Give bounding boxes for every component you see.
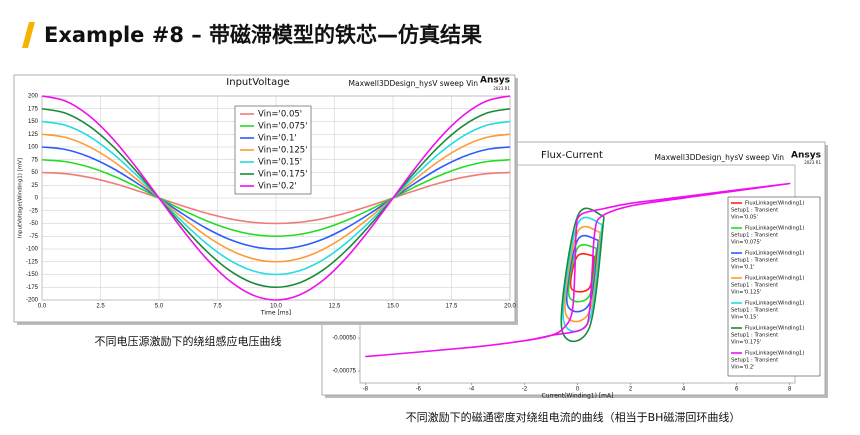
x-tick-label: 2 (629, 387, 633, 393)
legend-label: Vin='0.075' (258, 122, 308, 132)
legend-label: Vin='0.2' (258, 182, 297, 192)
y-tick-label: 75 (31, 157, 38, 163)
y-tick-label: 150 (28, 119, 39, 125)
brand: Ansys (791, 151, 821, 161)
legend-header: Setup1 : Transient (731, 358, 778, 364)
slide-title: Example #8 – 带磁滞模型的铁芯—仿真结果 (44, 23, 482, 47)
legend-header: Setup1 : Transient (731, 283, 778, 289)
data-line (41, 158, 511, 238)
y-tick-label: -200 (26, 298, 39, 304)
data-line (41, 133, 511, 263)
x-tick-label: 5.0 (155, 304, 164, 310)
chart-subtitle: Maxwell3DDesign_hysV sweep Vin (349, 79, 479, 88)
data-line (564, 225, 602, 323)
data-line (41, 107, 511, 289)
x-tick-label: 12.5 (329, 304, 341, 310)
y-tick-label: -75 (29, 234, 38, 240)
x-tick-label: 10.0 (270, 304, 282, 310)
chart-subtitle: Maxwell3DDesign_hysV sweep Vin (655, 153, 785, 162)
legend-label: Vin='0.125' (258, 146, 308, 156)
x-tick-label: 4 (682, 387, 686, 393)
legend-label: Vin='0.15' (731, 315, 758, 321)
flux-current-chart: Flux-Current Maxwell3DDesign_hysV sweep V… (321, 141, 828, 400)
y-tick-label: 50 (31, 170, 38, 176)
legend-header: Setup1 : Transient (731, 233, 778, 239)
data-line (365, 182, 791, 358)
legend-header: FluxLinkage(Winding1) (745, 351, 804, 357)
y-tick-label: -50 (29, 221, 38, 227)
y-tick-label: -125 (26, 259, 39, 265)
x-tick-label: 6 (735, 387, 739, 393)
legend-label: Vin='0.175' (258, 170, 308, 180)
brand: Ansys (480, 76, 510, 86)
chart-title: Flux-Current (541, 150, 603, 161)
title-accent (22, 22, 35, 48)
y-tick-label: -0.00050 (332, 336, 356, 342)
x-tick-label: -6 (416, 387, 422, 393)
data-line (566, 234, 600, 313)
data-line (567, 243, 598, 303)
legend-header: FluxLinkage(Winding1) (745, 251, 804, 257)
y-tick-label: -25 (29, 208, 38, 214)
legend-label: Vin='0.05' (258, 110, 302, 120)
x-axis-label: Current(Winding1) [mA] (542, 393, 614, 400)
legend-header: FluxLinkage(Winding1) (745, 326, 804, 332)
legend-label: Vin='0.125' (731, 290, 761, 296)
legend-box (727, 196, 821, 377)
data-line (560, 207, 605, 343)
x-axis-label: Time [ms] (260, 310, 291, 317)
y-tick-label: -175 (26, 285, 39, 291)
data-line (562, 216, 603, 333)
legend-label: Vin='0.05' (731, 215, 758, 221)
x-tick-label: 7.5 (213, 304, 222, 310)
x-tick-label: 0 (576, 387, 580, 393)
data-line (41, 120, 511, 276)
legend-header: Setup1 : Transient (731, 308, 778, 314)
x-tick-label: -2 (522, 387, 528, 393)
y-tick-label: 25 (31, 183, 38, 189)
input-voltage-chart: InputVoltage Maxwell3DDesign_hysV sweep V… (13, 74, 518, 325)
legend-label: Vin='0.175' (731, 340, 761, 346)
version: 2023 R1 (804, 160, 821, 165)
x-tick-label: 17.5 (446, 304, 458, 310)
chart-title: InputVoltage (226, 77, 289, 88)
y-axis-label: InputVoltage(Winding1) [mV] (18, 158, 24, 238)
x-tick-label: -8 (363, 387, 369, 393)
legend-header: Setup1 : Transient (731, 258, 778, 264)
version: 2023 R1 (493, 86, 510, 91)
legend-header: FluxLinkage(Winding1) (745, 201, 804, 207)
caption: 不同激励下的磁通密度对绕组电流的曲线（相当于BH磁滞回环曲线） (406, 410, 741, 424)
x-tick-label: 20.0 (504, 304, 516, 310)
data-line (41, 95, 511, 301)
legend-header: Setup1 : Transient (731, 333, 778, 339)
x-tick-label: 8 (788, 387, 792, 393)
legend-label: Vin='0.075' (731, 240, 761, 246)
y-tick-label: -100 (26, 247, 39, 253)
y-tick-label: -150 (26, 272, 39, 278)
legend-label: Vin='0.1' (258, 134, 297, 144)
legend-label: Vin='0.15' (258, 158, 302, 168)
x-tick-label: 0.0 (38, 304, 47, 310)
legend-header: FluxLinkage(Winding1) (745, 276, 804, 282)
x-tick-label: 2.5 (96, 304, 105, 310)
x-tick-label: 15.0 (387, 304, 399, 310)
y-tick-label: -0.00075 (332, 369, 356, 375)
y-tick-label: 0 (35, 196, 39, 202)
y-tick-label: 125 (28, 132, 39, 138)
legend-label: Vin='0.2' (731, 365, 755, 371)
legend-label: Vin='0.1' (731, 265, 755, 271)
legend-header: FluxLinkage(Winding1) (745, 226, 804, 232)
legend-header: Setup1 : Transient (731, 208, 778, 214)
y-tick-label: 100 (28, 145, 39, 151)
data-line (41, 146, 511, 250)
x-tick-label: -4 (469, 387, 475, 393)
y-tick-label: 200 (28, 94, 39, 100)
y-tick-label: 175 (28, 106, 39, 112)
data-line (41, 171, 511, 225)
legend-header: FluxLinkage(Winding1) (745, 301, 804, 307)
caption: 不同电压源激励下的绕组感应电压曲线 (95, 334, 282, 348)
